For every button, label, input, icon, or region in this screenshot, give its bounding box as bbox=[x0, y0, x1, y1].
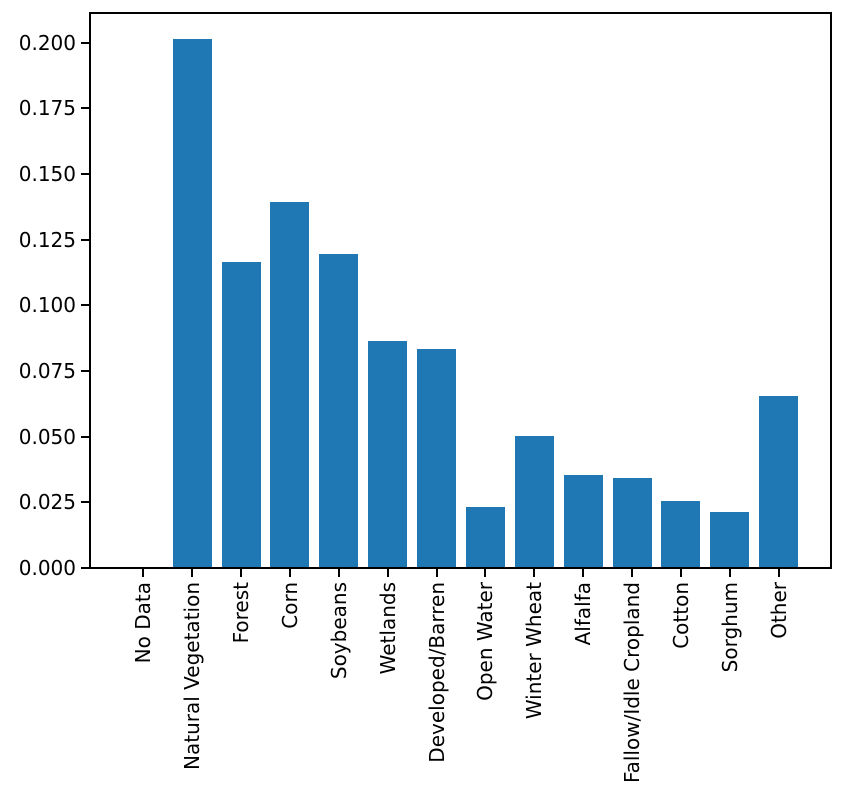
bar-open-water bbox=[465, 507, 505, 567]
bar-alfalfa bbox=[563, 475, 603, 567]
y-tick-label: 0.125 bbox=[18, 227, 76, 252]
y-tick-label: 0.000 bbox=[18, 556, 76, 580]
y-tick-mark bbox=[81, 435, 89, 438]
y-tick-label: 0.150 bbox=[18, 162, 76, 186]
x-tick-mark bbox=[435, 569, 438, 577]
y-tick-mark bbox=[81, 370, 89, 372]
x-tick-mark bbox=[728, 569, 731, 577]
bar-fallow-idle-cropland bbox=[612, 478, 652, 567]
x-tick-mark bbox=[142, 569, 145, 577]
y-tick-mark bbox=[81, 501, 89, 504]
y-tick-mark bbox=[81, 238, 89, 241]
bar-cotton bbox=[661, 501, 701, 567]
x-tick-mark bbox=[679, 569, 682, 577]
x-tick-label-corn: Corn bbox=[277, 582, 302, 629]
x-tick-label-alfalfa: Alfalfa bbox=[571, 582, 596, 646]
bar-wetlands bbox=[368, 341, 408, 567]
bar-winter-wheat bbox=[514, 436, 554, 567]
x-tick-mark bbox=[631, 569, 634, 577]
x-tick-mark bbox=[240, 569, 243, 577]
bar-other bbox=[759, 396, 799, 567]
x-tick-label-developed-barren: Developed/Barren bbox=[424, 582, 449, 763]
x-tick-mark bbox=[337, 569, 340, 577]
bar-forest bbox=[221, 262, 261, 567]
bar-natural-vegetation bbox=[172, 39, 212, 567]
x-tick-mark bbox=[386, 569, 389, 577]
y-tick-mark bbox=[81, 41, 89, 44]
x-tick-mark bbox=[484, 569, 487, 577]
y-tick-label: 0.025 bbox=[18, 490, 76, 515]
x-tick-label-fallow-idle-cropland: Fallow/Idle Cropland bbox=[620, 582, 645, 784]
x-tick-label-forest: Forest bbox=[229, 582, 254, 644]
bar-sorghum bbox=[710, 512, 750, 567]
y-tick-label: 0.200 bbox=[18, 30, 76, 55]
bar-soybeans bbox=[319, 254, 359, 567]
x-tick-label-soybeans: Soybeans bbox=[326, 582, 351, 680]
y-tick-label: 0.100 bbox=[18, 293, 76, 318]
bar-developed-barren bbox=[417, 349, 457, 567]
x-tick-label-wetlands: Wetlands bbox=[375, 582, 400, 675]
x-tick-label-winter-wheat: Winter Wheat bbox=[522, 582, 547, 720]
y-tick-label: 0.175 bbox=[18, 96, 76, 121]
y-tick-mark bbox=[81, 107, 89, 110]
x-tick-label-cotton: Cotton bbox=[668, 582, 693, 649]
x-tick-label-natural-vegetation: Natural Vegetation bbox=[180, 582, 205, 770]
x-tick-mark bbox=[288, 569, 291, 577]
x-tick-mark bbox=[533, 569, 536, 577]
x-tick-mark bbox=[777, 569, 780, 577]
x-tick-label-no-data: No Data bbox=[131, 582, 156, 664]
y-tick-mark bbox=[81, 567, 89, 569]
y-tick-mark bbox=[81, 304, 89, 307]
y-tick-label: 0.075 bbox=[18, 359, 76, 383]
y-tick-label: 0.050 bbox=[18, 424, 76, 449]
bar-corn bbox=[270, 202, 310, 567]
x-tick-mark bbox=[191, 569, 194, 577]
y-tick-mark bbox=[81, 173, 89, 175]
x-tick-label-other: Other bbox=[766, 582, 791, 639]
x-tick-mark bbox=[582, 569, 585, 577]
x-tick-label-open-water: Open Water bbox=[473, 582, 498, 701]
plot-area bbox=[89, 12, 832, 569]
x-tick-label-sorghum: Sorghum bbox=[717, 582, 742, 673]
